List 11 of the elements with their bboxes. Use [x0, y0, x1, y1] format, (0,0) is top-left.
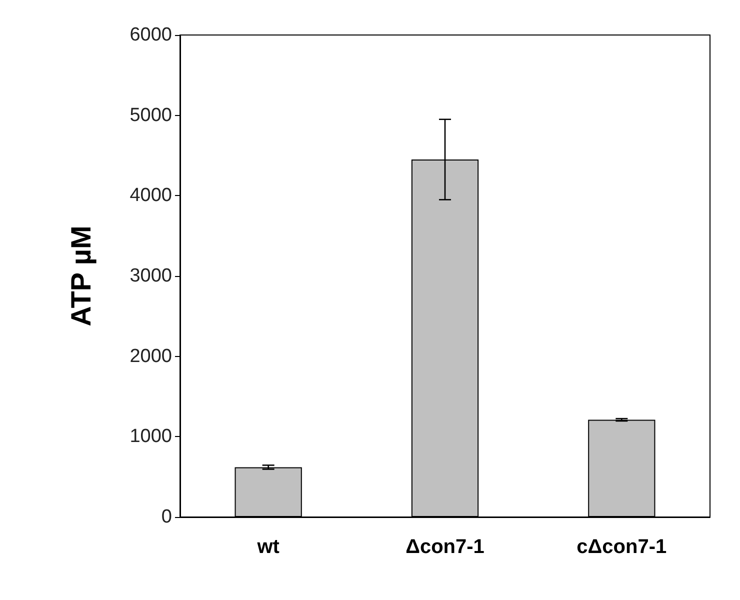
y-tick-label: 0	[161, 506, 172, 528]
x-tick-label: cΔcon7-1	[576, 536, 667, 558]
y-tick-label: 2000	[130, 346, 172, 367]
y-tick-label: 6000	[130, 24, 172, 46]
y-tick-label: 4000	[130, 185, 172, 206]
y-tick-label: 5000	[130, 104, 172, 126]
y-tick-label: 3000	[130, 266, 172, 286]
x-tick-label: wt	[256, 536, 280, 558]
y-axis-title: ATP µM	[66, 226, 96, 326]
x-tick-label: Δcon7-1	[406, 536, 484, 558]
y-tick-label: 1000	[130, 426, 172, 448]
